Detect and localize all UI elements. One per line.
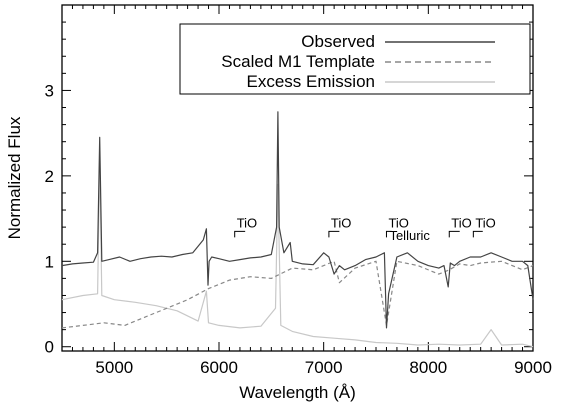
annotation-bracket <box>385 230 392 238</box>
annotation-label: TiO <box>331 215 351 230</box>
annotation-bracket <box>472 230 483 238</box>
y-tick-label: 3 <box>45 81 54 100</box>
annotation-bracket <box>234 230 246 238</box>
x-axis-label: Wavelength (Å) <box>239 383 356 402</box>
annotation-label: Telluric <box>389 228 430 243</box>
x-tick-label: 9000 <box>514 358 552 377</box>
series-line-observed <box>61 111 534 329</box>
annotation-label: TiO <box>451 215 471 230</box>
annotation-label: TiO <box>237 215 257 230</box>
annotation-label: TiO <box>475 215 495 230</box>
y-tick-label: 2 <box>45 167 54 186</box>
x-tick-label: 5000 <box>95 358 133 377</box>
y-tick-label: 1 <box>45 252 54 271</box>
x-tick-label: 8000 <box>409 358 447 377</box>
plot-frame <box>61 4 534 352</box>
annotation-bracket <box>328 230 340 238</box>
x-tick-label: 6000 <box>200 358 238 377</box>
y-tick-label: 0 <box>45 338 54 357</box>
series-line-excess-emission <box>61 158 534 348</box>
annotation-bracket <box>448 230 460 238</box>
x-tick-label: 7000 <box>305 358 343 377</box>
legend-label: Scaled M1 Template <box>221 52 375 71</box>
legend-label: Observed <box>301 32 375 51</box>
series-line-scaled-m1-template <box>61 260 534 329</box>
annotation-label: TiO <box>388 215 408 230</box>
y-axis-label: Normalized Flux <box>5 116 24 239</box>
legend-label: Excess Emission <box>247 72 375 91</box>
